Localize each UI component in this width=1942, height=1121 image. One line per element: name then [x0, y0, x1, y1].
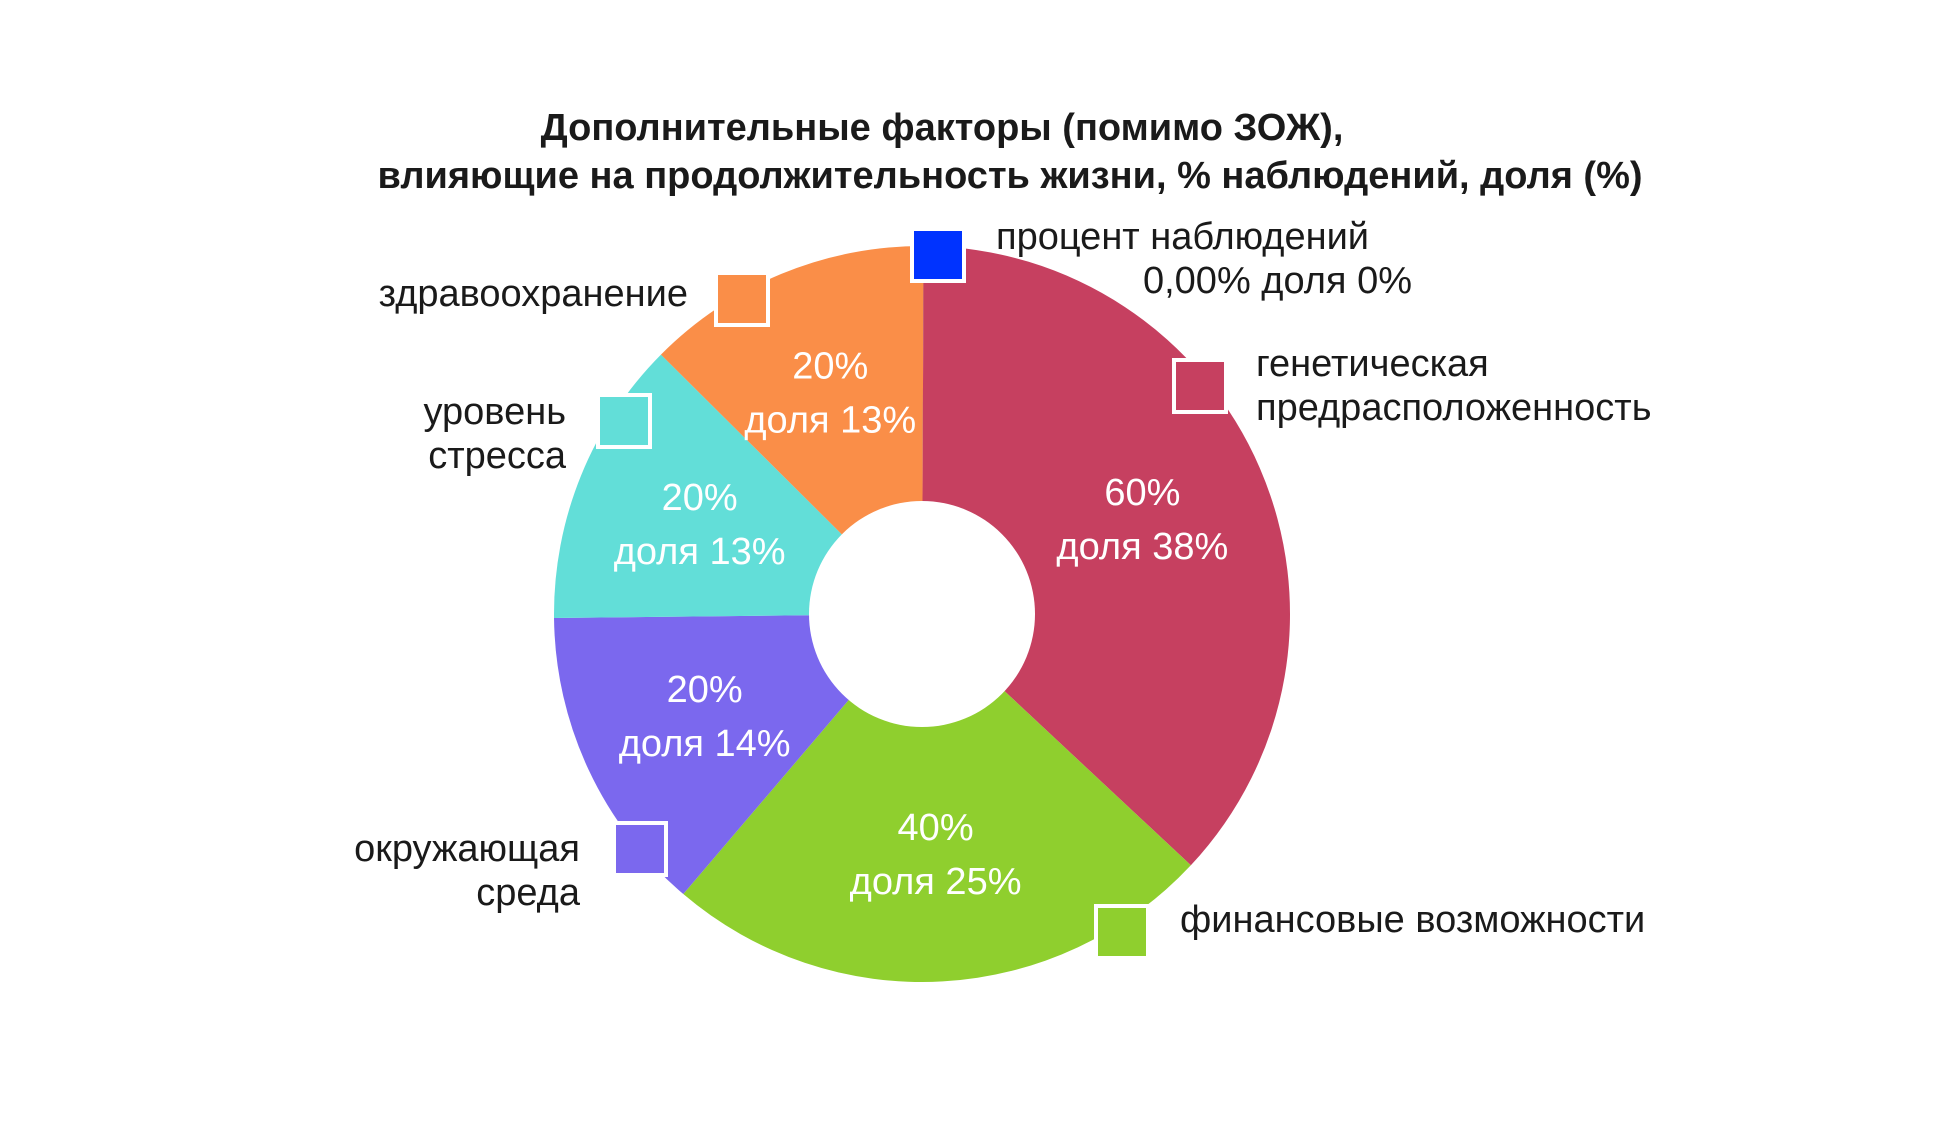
- slice-label-5-line-1: доля 13%: [744, 400, 916, 442]
- legend-label-0-line-1: 0,00% доля 0%: [1143, 260, 1412, 302]
- legend-label-4-line-0: уровень: [423, 391, 566, 433]
- pie-slice-2: [683, 614, 1191, 983]
- legend-label-5-line-0: здравоохранение: [379, 273, 688, 315]
- legend-label-3-line-0: окружающая: [354, 828, 580, 870]
- slice-label-1-line-0: 60%: [1104, 472, 1180, 514]
- legend-swatch-0: [910, 227, 966, 283]
- slice-label-3-line-0: 20%: [667, 669, 743, 711]
- legend-label-4-line-1: стресса: [428, 435, 567, 477]
- slice-label-1-line-1: доля 38%: [1056, 526, 1228, 568]
- legend-swatch-2: [1094, 904, 1150, 960]
- slice-label-5-line-0: 20%: [792, 346, 868, 388]
- legend-swatch-4: [596, 393, 652, 449]
- legend-label-1-line-1: предрасположенность: [1256, 387, 1652, 429]
- legend-swatch-5: [714, 271, 770, 327]
- legend-label-1-line-0: генетическая: [1256, 343, 1489, 385]
- slice-label-3-line-1: доля 14%: [619, 723, 791, 765]
- slice-label-2-line-1: доля 25%: [850, 861, 1022, 903]
- legend-label-3-line-1: среда: [476, 872, 581, 914]
- chart-title-line-2: влияющие на продолжительность жизни, % н…: [377, 155, 1642, 197]
- legend-swatch-3: [612, 821, 668, 877]
- legend-label-0-line-0: процент наблюдений: [996, 216, 1369, 258]
- chart-title-line-1: Дополнительные факторы (помимо ЗОЖ),: [541, 107, 1344, 149]
- slice-label-4-line-1: доля 13%: [614, 531, 786, 573]
- legend-swatch-1: [1172, 358, 1228, 414]
- donut-hole: [809, 501, 1035, 727]
- slice-label-4-line-0: 20%: [662, 477, 738, 519]
- legend-label-2-line-0: финансовые возможности: [1180, 899, 1645, 941]
- slice-label-2-line-0: 40%: [898, 807, 974, 849]
